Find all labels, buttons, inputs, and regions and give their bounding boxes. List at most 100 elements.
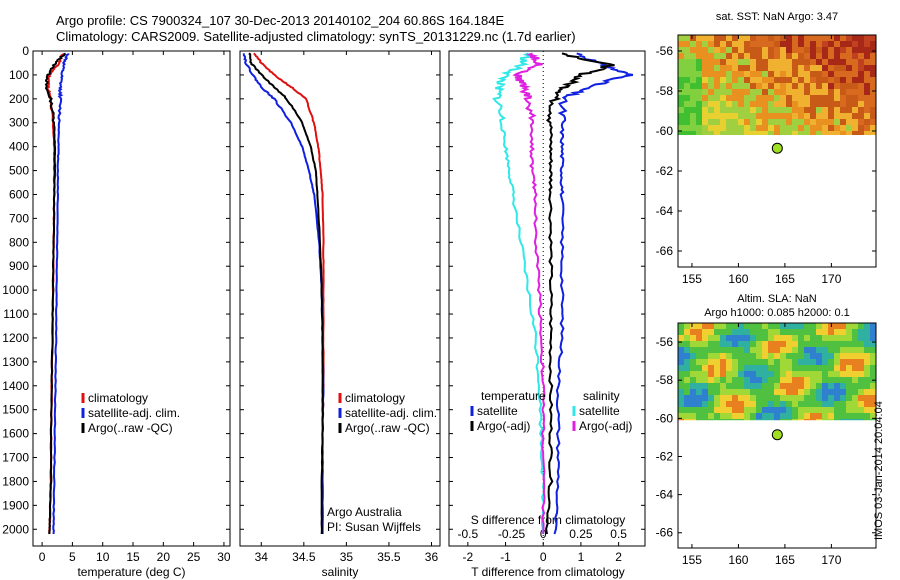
sla-map-heatmap-cell <box>852 341 858 347</box>
sst-map-heatmap-cell <box>816 125 822 131</box>
sla-map-heatmap-cell <box>840 359 846 365</box>
sst-map-heatmap-cell <box>762 41 768 47</box>
sla-map-heatmap-cell <box>720 323 726 329</box>
sla-map-heatmap-cell <box>768 413 774 419</box>
sst-map-heatmap-cell <box>768 125 774 131</box>
sla-map-heatmap-cell <box>690 383 696 389</box>
sla-map-heatmap-cell <box>846 389 852 395</box>
sla-map-heatmap-cell <box>738 371 744 377</box>
sla-map-heatmap-cell <box>744 395 750 401</box>
sla-map-heatmap-cell <box>864 323 870 329</box>
sst-map-heatmap-cell <box>708 101 714 107</box>
sla-map-heatmap-cell <box>774 371 780 377</box>
sst-map-heatmap-cell <box>720 89 726 95</box>
sst-map-heatmap-cell <box>846 107 852 113</box>
sst-map-heatmap-cell <box>804 59 810 65</box>
sla-map-heatmap-cell <box>774 413 780 419</box>
sla-map-heatmap-cell <box>708 335 714 341</box>
sla-map-heatmap-cell <box>702 371 708 377</box>
sst-map-heatmap-cell <box>840 71 846 77</box>
sst-map-heatmap-cell <box>744 71 750 77</box>
sla-map-heatmap-cell <box>702 407 708 413</box>
sst-map-heatmap-cell <box>750 59 756 65</box>
sst-map-heatmap-cell <box>720 95 726 101</box>
sst-map-heatmap-cell <box>678 113 684 119</box>
sst-map-heatmap-cell <box>756 101 762 107</box>
sla-map-heatmap-cell <box>732 377 738 383</box>
sst-map-heatmap-cell <box>810 59 816 65</box>
difference-xtick-label: -1 <box>500 550 511 564</box>
sla-map-heatmap-cell <box>690 329 696 335</box>
sst-map-heatmap-cell <box>828 59 834 65</box>
sla-map-heatmap-cell <box>864 335 870 341</box>
sst-map-heatmap-cell <box>738 65 744 71</box>
sst-map-heatmap-cell <box>864 101 870 107</box>
sst-map-heatmap-cell <box>852 77 858 83</box>
sst-map-heatmap-cell <box>684 71 690 77</box>
difference-s-tick-label: 0.5 <box>610 527 627 541</box>
sla-map-heatmap-cell <box>684 377 690 383</box>
sla-map-heatmap-cell <box>840 365 846 371</box>
sst-map-heatmap-cell <box>690 113 696 119</box>
sst-map-heatmap-cell <box>708 83 714 89</box>
difference-series-2 <box>492 52 546 535</box>
sst-map-heatmap-cell <box>864 35 870 41</box>
sla-map-heatmap-cell <box>780 335 786 341</box>
sst-map-heatmap-cell <box>774 119 780 125</box>
sla-map-heatmap-cell <box>714 365 720 371</box>
sla-map-heatmap-cell <box>768 389 774 395</box>
sst-map-heatmap-cell <box>786 71 792 77</box>
sst-map-heatmap-cell <box>864 89 870 95</box>
difference-s-tick-label: 0.25 <box>569 527 593 541</box>
sst-map-heatmap-cell <box>786 125 792 131</box>
sla-map-heatmap-cell <box>756 413 762 419</box>
difference-series-3 <box>512 52 546 535</box>
sst-map-heatmap-cell <box>786 113 792 119</box>
sla-map-heatmap-cell <box>684 323 690 329</box>
sst-map-heatmap-cell <box>798 53 804 59</box>
sla-map-heatmap-cell <box>780 365 786 371</box>
sst-map-heatmap-cell <box>828 53 834 59</box>
sst-map-heatmap-cell <box>744 59 750 65</box>
sst-map-heatmap-cell <box>690 41 696 47</box>
difference-series-1 <box>545 52 615 535</box>
sst-map-heatmap-cell <box>798 47 804 53</box>
sst-map-heatmap-cell <box>678 77 684 83</box>
sla-map-heatmap-cell <box>846 413 852 419</box>
temperature-ytick-label: 400 <box>9 140 29 154</box>
sla-map-heatmap-cell <box>678 365 684 371</box>
sla-map-heatmap-cell <box>738 347 744 353</box>
sst-map-heatmap-cell <box>852 41 858 47</box>
sla-map-heatmap-cell <box>738 353 744 359</box>
sla-map-heatmap-cell <box>798 347 804 353</box>
sst-map-heatmap-cell <box>744 113 750 119</box>
sst-map-ytick-label: -62 <box>656 164 674 178</box>
sst-map-heatmap-cell <box>864 65 870 71</box>
sst-map-heatmap-cell <box>864 47 870 53</box>
sst-map-heatmap-cell <box>786 107 792 113</box>
sst-map-heatmap-cell <box>828 113 834 119</box>
sst-map-heatmap-cell <box>804 65 810 71</box>
sla-map-heatmap-cell <box>834 329 840 335</box>
sst-map-heatmap-cell <box>828 89 834 95</box>
temperature-xlabel: temperature (deg C) <box>77 565 185 579</box>
sla-map-heatmap-cell <box>762 335 768 341</box>
sla-map-heatmap-cell <box>834 359 840 365</box>
sla-map-heatmap-cell <box>750 353 756 359</box>
sst-map-heatmap-cell <box>804 95 810 101</box>
sla-map-heatmap-cell <box>828 347 834 353</box>
sla-map-heatmap-cell <box>732 413 738 419</box>
sla-map-heatmap-cell <box>726 389 732 395</box>
sst-map-heatmap-cell <box>804 35 810 41</box>
sst-map-heatmap-cell <box>816 41 822 47</box>
sla-map-heatmap-cell <box>864 377 870 383</box>
sla-map-heatmap-cell <box>750 389 756 395</box>
sst-map-heatmap-cell <box>822 107 828 113</box>
sla-map-heatmap-cell <box>678 347 684 353</box>
sla-map-heatmap-cell <box>714 377 720 383</box>
sst-map-heatmap-cell <box>822 119 828 125</box>
sla-map-heatmap-cell <box>834 419 840 421</box>
sst-map-heatmap-cell <box>762 89 768 95</box>
sla-map-heatmap-cell <box>690 413 696 419</box>
